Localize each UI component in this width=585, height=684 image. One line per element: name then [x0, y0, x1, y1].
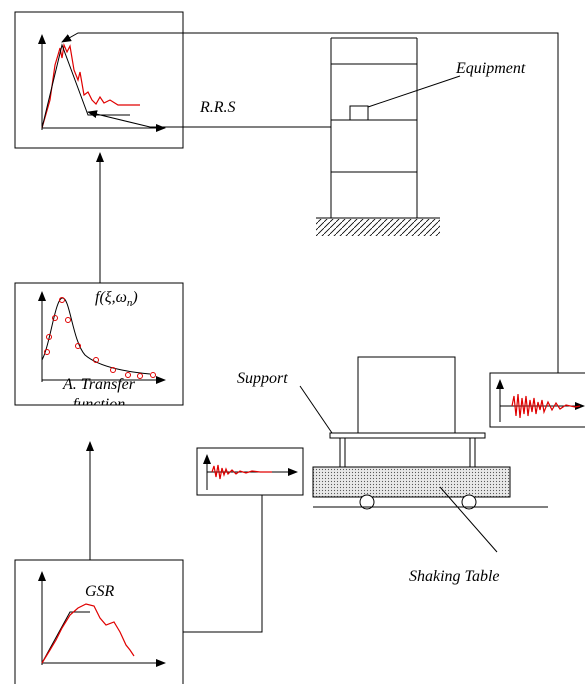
- shaking-table: [299, 356, 548, 553]
- function-label: f(ξ,ωn): [95, 289, 138, 309]
- transfer-label: function: [73, 396, 125, 413]
- transfer-label: A. Transfer: [62, 376, 136, 393]
- support-label: Support: [237, 370, 288, 387]
- gsr-box: GSR: [14, 559, 184, 684]
- building: [316, 37, 461, 236]
- equipment-label: Equipment: [455, 60, 526, 77]
- shaking-table-label: Shaking Table: [409, 568, 500, 585]
- arrow: [87, 110, 331, 128]
- response-signal-box: [489, 372, 585, 428]
- transfer-box: f(ξ,ωn) A. Transfer function: [14, 282, 184, 413]
- rrs-label: R.R.S: [199, 99, 236, 116]
- gsr-label: GSR: [85, 583, 115, 600]
- arrow: [61, 32, 559, 388]
- rrs-box: [14, 11, 184, 149]
- table-signal-box: [196, 447, 304, 496]
